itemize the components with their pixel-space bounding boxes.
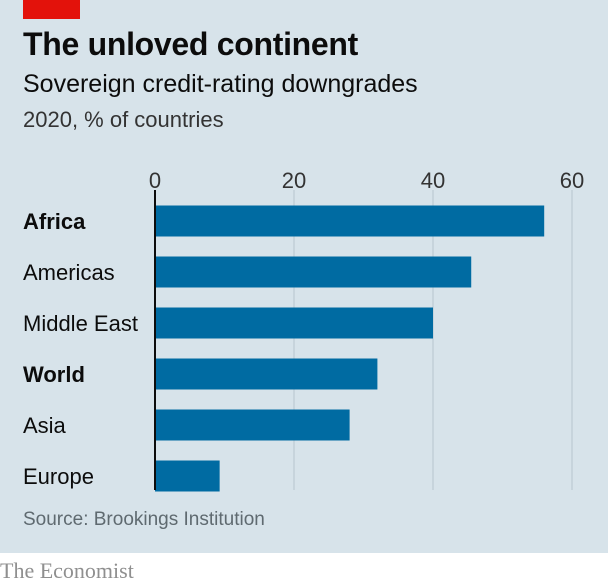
brand-strip	[0, 553, 608, 587]
category-label: World	[23, 362, 85, 387]
x-tick-label: 60	[560, 168, 584, 193]
category-label: Asia	[23, 413, 67, 438]
x-tick-label: 20	[282, 168, 306, 193]
chart-units: 2020, % of countries	[23, 107, 224, 132]
category-label: Americas	[23, 260, 115, 285]
category-label: Europe	[23, 464, 94, 489]
category-label: Middle East	[23, 311, 138, 336]
source-note: Source: Brookings Institution	[23, 509, 265, 530]
chart-title: The unloved continent	[23, 26, 359, 62]
category-label: Africa	[23, 209, 86, 234]
x-tick-label: 0	[149, 168, 161, 193]
bar	[155, 460, 220, 492]
bar	[155, 358, 378, 390]
bar	[155, 409, 350, 441]
chart-subtitle: Sovereign credit-rating downgrades	[23, 70, 418, 98]
bar	[155, 256, 472, 288]
brand-red-tag	[23, 0, 80, 19]
x-tick-label: 40	[421, 168, 445, 193]
economist-logo-text: The Economist	[0, 558, 134, 583]
bar	[155, 205, 545, 237]
bar-chart: 0 20 40 60 Africa Americas Middle East World Asi…	[23, 168, 584, 492]
bar	[155, 307, 433, 339]
